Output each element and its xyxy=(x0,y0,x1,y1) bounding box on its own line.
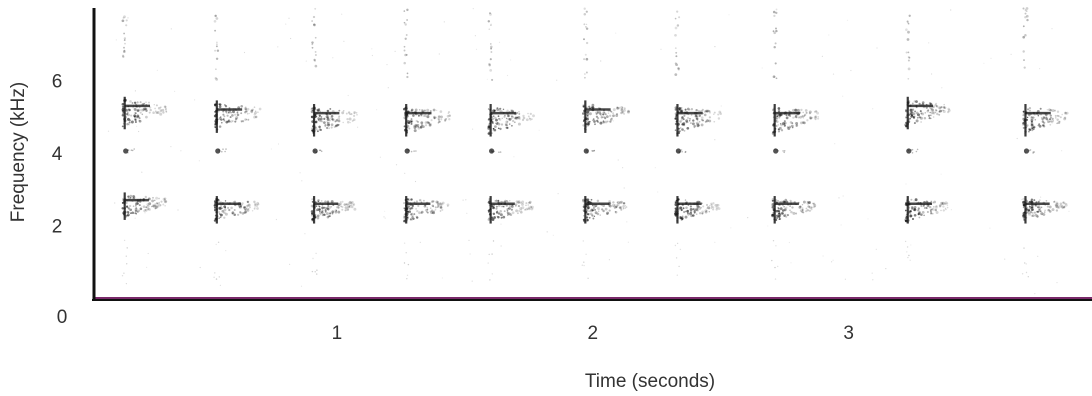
call-10 xyxy=(1021,7,1069,278)
call-1 xyxy=(121,15,168,277)
call-7 xyxy=(674,10,722,276)
call-8 xyxy=(771,8,820,280)
x-tick-label-2: 2 xyxy=(588,323,599,344)
background-noise xyxy=(107,8,1070,295)
x-tick-labels: 1 2 3 xyxy=(332,323,854,344)
call-5 xyxy=(487,12,535,281)
y-axis-label: Frequency (kHz) xyxy=(8,82,29,222)
y-tick-label-0: 0 xyxy=(57,307,68,328)
call-4 xyxy=(403,8,452,280)
spectrogram-energy xyxy=(107,7,1070,295)
y-tick-label-6: 6 xyxy=(52,72,63,93)
call-6 xyxy=(581,7,630,279)
x-axis-label: Time (seconds) xyxy=(585,371,715,392)
call-2 xyxy=(213,14,262,280)
call-9 xyxy=(904,14,951,261)
x-tick-label-3: 3 xyxy=(843,323,854,344)
y-tick-labels: 0 2 4 6 xyxy=(52,72,68,329)
y-tick-label-2: 2 xyxy=(52,217,63,238)
x-tick-label-1: 1 xyxy=(332,323,343,344)
y-tick-label-4: 4 xyxy=(52,144,63,165)
call-3 xyxy=(310,7,358,275)
